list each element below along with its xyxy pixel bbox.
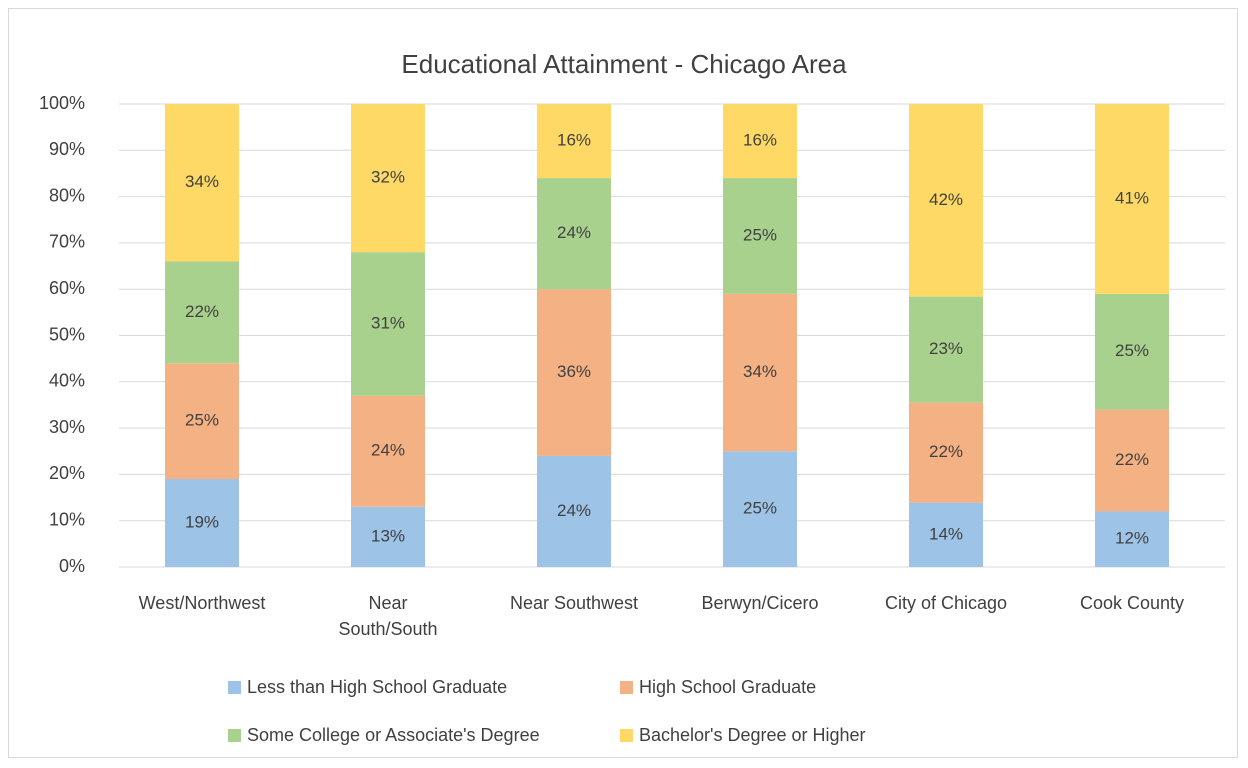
x-tick-label: Near South/South xyxy=(338,593,438,639)
y-tick-label: 20% xyxy=(49,463,85,483)
x-tick-label: City of Chicago xyxy=(884,593,1008,613)
legend-label: Some College or Associate's Degree xyxy=(247,724,540,745)
legend-item: Less than High School Graduate xyxy=(228,674,620,700)
bar-segment xyxy=(537,178,611,290)
bar-segment xyxy=(351,506,425,567)
legend-label: Bachelor's Degree or Higher xyxy=(639,724,866,745)
y-tick-label: 10% xyxy=(49,509,85,529)
x-tick-label: Cook County xyxy=(1079,593,1185,613)
bar-segment xyxy=(723,451,797,567)
bar-segment xyxy=(165,363,239,480)
bar-segment xyxy=(909,402,983,503)
legend: Less than High School Graduate High Schoo… xyxy=(228,674,866,748)
data-label: 16% xyxy=(557,131,591,150)
y-tick-label: 40% xyxy=(49,371,85,391)
bar-segment xyxy=(1095,293,1169,410)
legend-item: Bachelor's Degree or Higher xyxy=(620,722,866,748)
y-tick-label: 80% xyxy=(49,185,85,205)
bar-segment xyxy=(1095,409,1169,512)
data-label: 24% xyxy=(371,441,405,460)
legend-swatch xyxy=(228,728,241,742)
legend-label: High School Graduate xyxy=(639,676,817,697)
bar-segment xyxy=(909,502,983,567)
data-label: 19% xyxy=(185,512,219,531)
legend-swatch xyxy=(620,680,633,694)
bar-segment xyxy=(723,104,797,179)
bar-segment xyxy=(165,479,239,567)
y-tick-label: 70% xyxy=(49,232,85,252)
y-tick-label: 100% xyxy=(39,93,85,113)
data-label: 23% xyxy=(929,339,963,358)
data-label: 42% xyxy=(929,190,963,209)
bar-segment xyxy=(537,455,611,567)
data-label: 32% xyxy=(371,168,405,187)
data-label: 22% xyxy=(185,302,219,321)
legend-item: Some College or Associate's Degree xyxy=(228,722,620,748)
bar-segment xyxy=(723,178,797,294)
y-tick-label: 0% xyxy=(59,556,85,576)
data-label: 14% xyxy=(929,524,963,543)
bar-segment xyxy=(1095,104,1169,294)
x-tick-label: Near Southwest xyxy=(509,593,639,613)
data-label: 16% xyxy=(743,131,777,150)
data-label: 12% xyxy=(1115,529,1149,548)
data-label: 25% xyxy=(185,411,219,430)
data-label: 34% xyxy=(185,172,219,191)
data-label: 24% xyxy=(557,223,591,242)
x-tick-label: West/Northwest xyxy=(138,593,266,613)
y-tick-label: 50% xyxy=(49,324,85,344)
bar-segment xyxy=(909,296,983,403)
bar-segment xyxy=(165,104,239,262)
bar-segment xyxy=(537,289,611,456)
bar-segment xyxy=(909,104,983,297)
x-tick-label: Berwyn/Cicero xyxy=(701,593,819,613)
legend-item: High School Graduate xyxy=(620,674,866,700)
data-label: 22% xyxy=(929,442,963,461)
bar-segment xyxy=(351,252,425,396)
bar-segment xyxy=(537,104,611,179)
chart-frame xyxy=(8,8,1238,758)
bar-segment xyxy=(165,261,239,364)
data-label: 25% xyxy=(743,499,777,518)
data-label: 31% xyxy=(371,313,405,332)
data-label: 22% xyxy=(1115,450,1149,469)
bar-segment xyxy=(723,293,797,452)
bar-segment xyxy=(1095,511,1169,567)
legend-swatch xyxy=(228,680,241,694)
bar-segment xyxy=(351,104,425,253)
data-label: 41% xyxy=(1115,188,1149,207)
y-tick-label: 60% xyxy=(49,278,85,298)
data-label: 25% xyxy=(1115,341,1149,360)
legend-swatch xyxy=(620,728,633,742)
data-label: 24% xyxy=(557,501,591,520)
legend-label: Less than High School Graduate xyxy=(247,676,508,697)
y-tick-label: 30% xyxy=(49,417,85,437)
data-label: 25% xyxy=(743,225,777,244)
y-tick-label: 90% xyxy=(49,139,85,159)
data-label: 34% xyxy=(743,362,777,381)
data-label: 13% xyxy=(371,526,405,545)
bar-segment xyxy=(351,395,425,507)
data-label: 36% xyxy=(557,362,591,381)
chart-title: Educational Attainment - Chicago Area xyxy=(401,49,847,79)
